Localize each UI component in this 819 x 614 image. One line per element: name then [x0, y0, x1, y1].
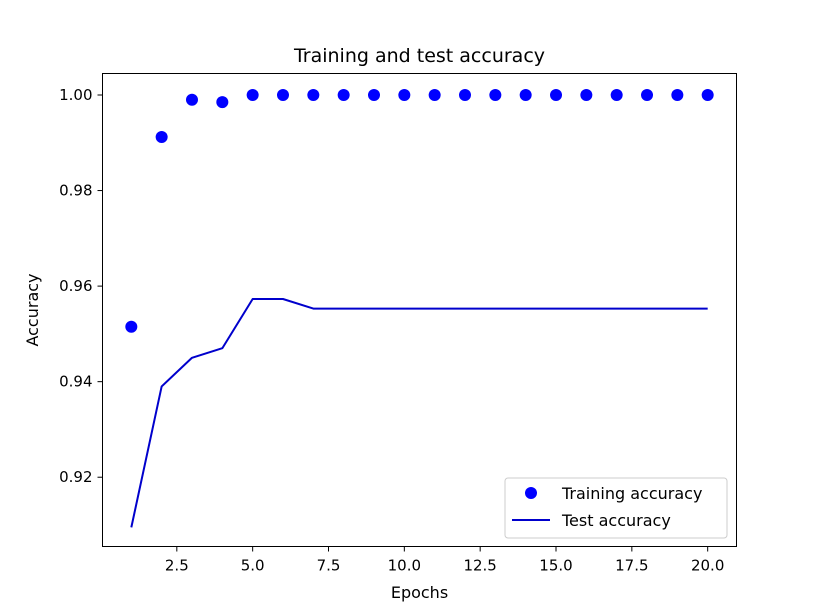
- training-accuracy-point: [701, 89, 714, 101]
- x-tick-label: 20.0: [691, 557, 724, 575]
- legend-marker-training: [525, 487, 537, 499]
- training-accuracy-point: [398, 89, 411, 101]
- training-accuracy-point: [337, 89, 350, 101]
- x-tick-label: 17.5: [615, 557, 648, 575]
- chart-title: Training and test accuracy: [293, 45, 545, 67]
- training-accuracy-point: [155, 131, 168, 144]
- plot-frame: [102, 73, 737, 547]
- training-accuracy-point: [489, 89, 502, 101]
- legend-label-test: Test accuracy: [561, 511, 671, 530]
- training-accuracy-point: [550, 89, 563, 101]
- training-accuracy-point: [307, 89, 320, 101]
- test-accuracy-line: [130, 298, 708, 528]
- plot-area: [125, 89, 714, 528]
- x-tick-label: 12.5: [463, 557, 496, 575]
- y-tick-label: 0.92: [59, 468, 92, 486]
- x-tick-label: 15.0: [539, 557, 572, 575]
- x-tick-label: 2.5: [165, 557, 189, 575]
- legend-label-training: Training accuracy: [561, 484, 702, 503]
- training-accuracy-point: [428, 89, 441, 101]
- x-tick-label: 10.0: [388, 557, 421, 575]
- training-accuracy-point: [671, 89, 684, 101]
- training-accuracy-point: [246, 89, 259, 101]
- training-accuracy-point: [459, 89, 472, 101]
- y-tick-label: 1.00: [59, 86, 92, 104]
- training-accuracy-point: [641, 89, 654, 101]
- x-axis: 2.5 5.0 7.5 10.0 12.5 15.0 17.5 20.0: [165, 546, 724, 575]
- training-accuracy-point: [519, 89, 532, 101]
- training-accuracy-point: [610, 89, 623, 101]
- training-accuracy-point: [216, 96, 229, 109]
- x-axis-title: Epochs: [391, 583, 448, 602]
- training-accuracy-point: [580, 89, 593, 101]
- y-tick-label: 0.94: [59, 373, 92, 391]
- training-accuracy-point: [125, 320, 138, 333]
- x-tick-label: 7.5: [317, 557, 341, 575]
- training-accuracy-point: [276, 89, 289, 101]
- y-axis-title: Accuracy: [23, 273, 42, 346]
- training-accuracy-point: [185, 93, 198, 106]
- training-accuracy-point: [367, 89, 380, 101]
- legend-box: [504, 477, 728, 539]
- legend: Training accuracy Test accuracy: [504, 477, 728, 539]
- x-tick-label: 5.0: [241, 557, 265, 575]
- y-axis: 0.92 0.94 0.96 0.98 1.00: [59, 86, 103, 486]
- y-tick-label: 0.96: [59, 277, 92, 295]
- y-tick-label: 0.98: [59, 182, 92, 200]
